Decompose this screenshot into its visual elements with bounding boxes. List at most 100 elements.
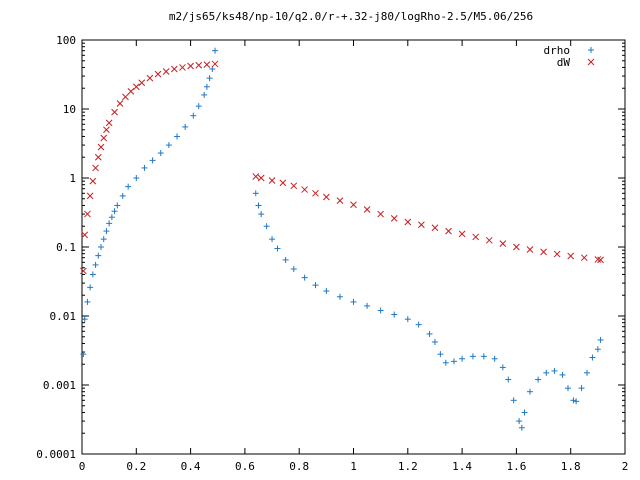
- dw-point: [458, 230, 466, 238]
- dw-point: [94, 153, 102, 161]
- drho-point: [258, 211, 265, 218]
- drho-point: [255, 202, 262, 209]
- drho-point: [252, 190, 259, 197]
- drho-point: [597, 336, 604, 343]
- dw-point: [567, 252, 575, 260]
- drho-point: [510, 397, 517, 404]
- dw-point: [86, 192, 94, 200]
- dw-point: [594, 256, 602, 263]
- dw-point: [100, 134, 108, 142]
- y-tick-label: 0.01: [50, 310, 77, 323]
- dw-point: [290, 182, 298, 190]
- dw-point: [257, 174, 265, 182]
- drho-point: [323, 288, 330, 295]
- dw-point: [92, 164, 99, 172]
- y-tick-label: 0.1: [56, 241, 76, 254]
- dw-point: [84, 210, 91, 218]
- drho-point: [157, 150, 164, 157]
- dw-point: [132, 83, 140, 91]
- legend-label: dW: [557, 56, 571, 69]
- legend-marker: [587, 58, 595, 66]
- dw-point: [97, 143, 105, 151]
- drho-point: [106, 220, 113, 227]
- drho-point: [499, 364, 506, 371]
- y-tick-label: 10: [63, 103, 76, 116]
- dw-point: [103, 126, 110, 134]
- drho-point: [469, 353, 476, 360]
- drho-point: [84, 298, 91, 305]
- drho-point: [80, 351, 87, 358]
- x-tick-label: 1.6: [506, 460, 526, 473]
- chart-title: m2/js65/ks48/np-10/q2.0/r-+.32-j80/logRh…: [169, 10, 533, 23]
- drho-point: [559, 371, 566, 378]
- drho-point: [364, 302, 371, 309]
- drho-point: [301, 274, 308, 281]
- dw-point: [431, 224, 439, 232]
- drho-point: [263, 223, 270, 230]
- dw-point: [211, 60, 219, 68]
- drho-point: [437, 351, 444, 358]
- drho-point: [583, 369, 590, 376]
- dw-point: [418, 221, 425, 229]
- drho-point: [336, 293, 343, 300]
- drho-point: [182, 123, 189, 130]
- x-axis: 0 0.2 0.4 0.6 0.8 1 1.2 1.4 1.6 1.8 2: [79, 40, 629, 473]
- x-tick-label: 1.8: [561, 460, 581, 473]
- dw-point: [485, 236, 493, 244]
- drho-point: [212, 47, 219, 54]
- drho-point: [573, 398, 580, 405]
- dw-point: [127, 88, 135, 95]
- drho-point: [133, 175, 140, 181]
- dw-point: [597, 256, 604, 264]
- dw-point: [312, 189, 319, 197]
- drho-point: [190, 112, 197, 119]
- dw-point: [122, 93, 129, 101]
- drho-point: [89, 271, 96, 278]
- drho-point: [526, 388, 533, 395]
- dw-point: [116, 100, 124, 107]
- dw-point: [138, 79, 146, 87]
- drho-point: [450, 358, 457, 365]
- y-axis: 0.0001 0.001 0.01 0.1 1 10 100: [36, 34, 625, 461]
- dw-point: [268, 177, 276, 184]
- dw-point: [513, 243, 520, 251]
- drho-point: [108, 214, 115, 221]
- drho-point: [100, 236, 107, 243]
- x-tick-label: 0.4: [181, 460, 201, 473]
- drho-point: [282, 256, 289, 263]
- x-tick-label: 1: [350, 460, 357, 473]
- dw-point: [80, 267, 87, 275]
- drho-point: [95, 252, 102, 259]
- dw-point: [540, 248, 547, 256]
- x-tick-label: 2: [622, 460, 629, 473]
- drho-point: [505, 376, 512, 383]
- dw-point: [377, 210, 385, 218]
- drho-point: [518, 424, 525, 431]
- x-tick-label: 0.2: [126, 460, 146, 473]
- dw-point: [162, 68, 170, 75]
- dw-point: [105, 119, 113, 127]
- drho-point: [92, 261, 99, 268]
- dw-point: [111, 108, 118, 116]
- drho-point: [578, 385, 585, 392]
- drho-point: [206, 75, 213, 82]
- drho-point: [535, 376, 542, 383]
- data-points: [80, 47, 604, 431]
- drho-point: [290, 265, 297, 272]
- drho-point: [350, 298, 357, 305]
- y-tick-label: 1: [69, 172, 76, 185]
- drho-point: [570, 397, 577, 404]
- dw-point: [390, 215, 398, 222]
- drho-point: [103, 228, 110, 235]
- drho-point: [543, 369, 550, 376]
- dw-point: [179, 64, 186, 71]
- dw-point: [404, 218, 412, 226]
- dw-point: [279, 179, 287, 187]
- drho-point: [551, 367, 558, 374]
- drho-point: [125, 183, 132, 190]
- plot-frame: [81, 39, 626, 455]
- drho-point: [391, 311, 398, 318]
- y-tick-label: 100: [56, 34, 76, 47]
- dw-point: [322, 193, 330, 201]
